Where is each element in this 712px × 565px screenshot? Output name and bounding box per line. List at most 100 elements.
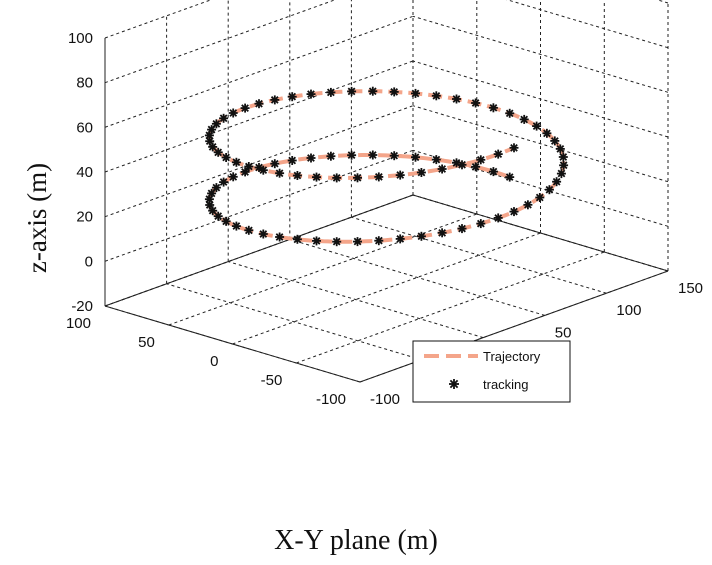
x-tick-label: 50 — [555, 324, 572, 341]
tracking-marker — [505, 172, 515, 182]
z-tick-label: 40 — [76, 164, 93, 181]
tracking-marker — [416, 231, 426, 241]
tracking-marker — [488, 103, 498, 113]
tracking-marker — [231, 157, 241, 167]
tracking-marker — [228, 108, 238, 118]
tracking-marker — [374, 236, 384, 246]
tracking-marker — [411, 88, 420, 98]
tracking-marker — [395, 170, 405, 180]
tracking-marker — [509, 207, 519, 217]
tracking-marker — [240, 103, 250, 113]
tracking-marker — [368, 86, 378, 96]
tracking-marker — [559, 160, 569, 170]
tracking-marker — [556, 169, 566, 179]
tracking-marker — [493, 213, 503, 223]
tracking-marker — [270, 95, 280, 105]
tracking-marker — [389, 151, 399, 161]
x-tick-label: -100 — [370, 391, 400, 408]
tracking-marker — [542, 128, 552, 138]
tracking-marker — [221, 153, 231, 162]
tracking-marker — [452, 158, 461, 168]
axis-edge-y — [104, 305, 361, 383]
tracking-marker — [431, 155, 441, 165]
tracking-marker — [292, 171, 302, 180]
z-tick-label: 100 — [68, 30, 93, 47]
tracking-marker — [471, 98, 481, 108]
z-tick-label: -20 — [71, 298, 93, 315]
z-tick-label: 0 — [85, 253, 93, 270]
grid-line — [412, 60, 669, 138]
tracking-marker — [287, 156, 297, 165]
tick-label-layer: -100-50050100150-100-50050100-2002040608… — [66, 30, 703, 408]
tracking-marker — [306, 89, 316, 99]
tracking-marker — [332, 173, 342, 183]
y-tick-label: 50 — [138, 334, 155, 351]
tracking-marker — [213, 147, 223, 157]
grid-line — [104, 60, 414, 173]
tracking-marker — [326, 87, 336, 97]
grid-line — [412, 15, 669, 93]
z-tick-label: 80 — [76, 75, 93, 92]
tracking-marker — [347, 86, 357, 96]
y-tick-label: -50 — [261, 372, 283, 389]
grid-line — [506, 0, 669, 49]
tracking-marker — [254, 99, 264, 109]
tracking-marker — [476, 219, 486, 229]
tracking-marker — [452, 94, 461, 104]
grid-line — [296, 251, 605, 364]
z-tick-label: 20 — [76, 209, 93, 226]
grid-line — [104, 0, 212, 39]
grid-line — [228, 261, 484, 339]
tracking-marker — [208, 142, 218, 152]
tracking-marker — [312, 236, 321, 246]
tracking-marker — [244, 225, 254, 235]
tracking-marker — [287, 92, 297, 102]
tracking-marker — [326, 151, 336, 161]
grid-line — [104, 105, 414, 218]
tracking-marker — [270, 159, 280, 169]
y-tick-label: 100 — [66, 315, 91, 332]
tracking-marker — [519, 114, 529, 124]
grid-line — [351, 216, 607, 294]
tracking-marker — [509, 143, 519, 153]
tracking-marker — [544, 185, 554, 195]
legend-box — [412, 340, 571, 403]
tracking-marker — [457, 160, 467, 170]
tracking-marker — [535, 193, 545, 202]
tracking-marker — [532, 121, 542, 131]
z-axis-label: z-axis (m) — [22, 163, 52, 273]
tracking-marker — [389, 87, 399, 97]
axis-edge-x — [359, 270, 669, 383]
legend: Trajectory tracking — [412, 340, 571, 403]
tracking-marker — [558, 152, 568, 162]
tracking-marker-layer — [204, 86, 569, 247]
grid-line — [168, 213, 477, 326]
z-tick-label: 60 — [76, 119, 93, 136]
tracking-marker — [292, 234, 302, 244]
tracking-marker — [368, 150, 378, 160]
grid-line — [412, 149, 669, 227]
tracking-marker — [275, 232, 285, 242]
tracking-marker — [244, 162, 254, 171]
grid-line — [104, 0, 336, 84]
tracking-marker — [306, 153, 316, 163]
grid-line — [232, 232, 541, 345]
tracking-marker — [411, 152, 420, 162]
grid-line — [289, 238, 545, 316]
tracking-marker — [332, 237, 342, 247]
box-edge — [104, 194, 414, 307]
tracking-marker — [219, 113, 229, 123]
legend-trajectory-label: Trajectory — [483, 349, 541, 364]
tracking-marker — [555, 144, 565, 154]
legend-star-icon — [449, 379, 459, 389]
tracking-marker — [213, 211, 223, 221]
x-tick-label: 100 — [616, 302, 641, 319]
tracking-marker — [374, 172, 384, 182]
tracking-marker — [523, 200, 533, 210]
tracking-marker — [416, 168, 426, 177]
tracking-marker — [395, 234, 405, 244]
tracking-marker — [431, 91, 441, 101]
tracking-marker — [437, 164, 447, 174]
grid-line — [412, 105, 669, 183]
